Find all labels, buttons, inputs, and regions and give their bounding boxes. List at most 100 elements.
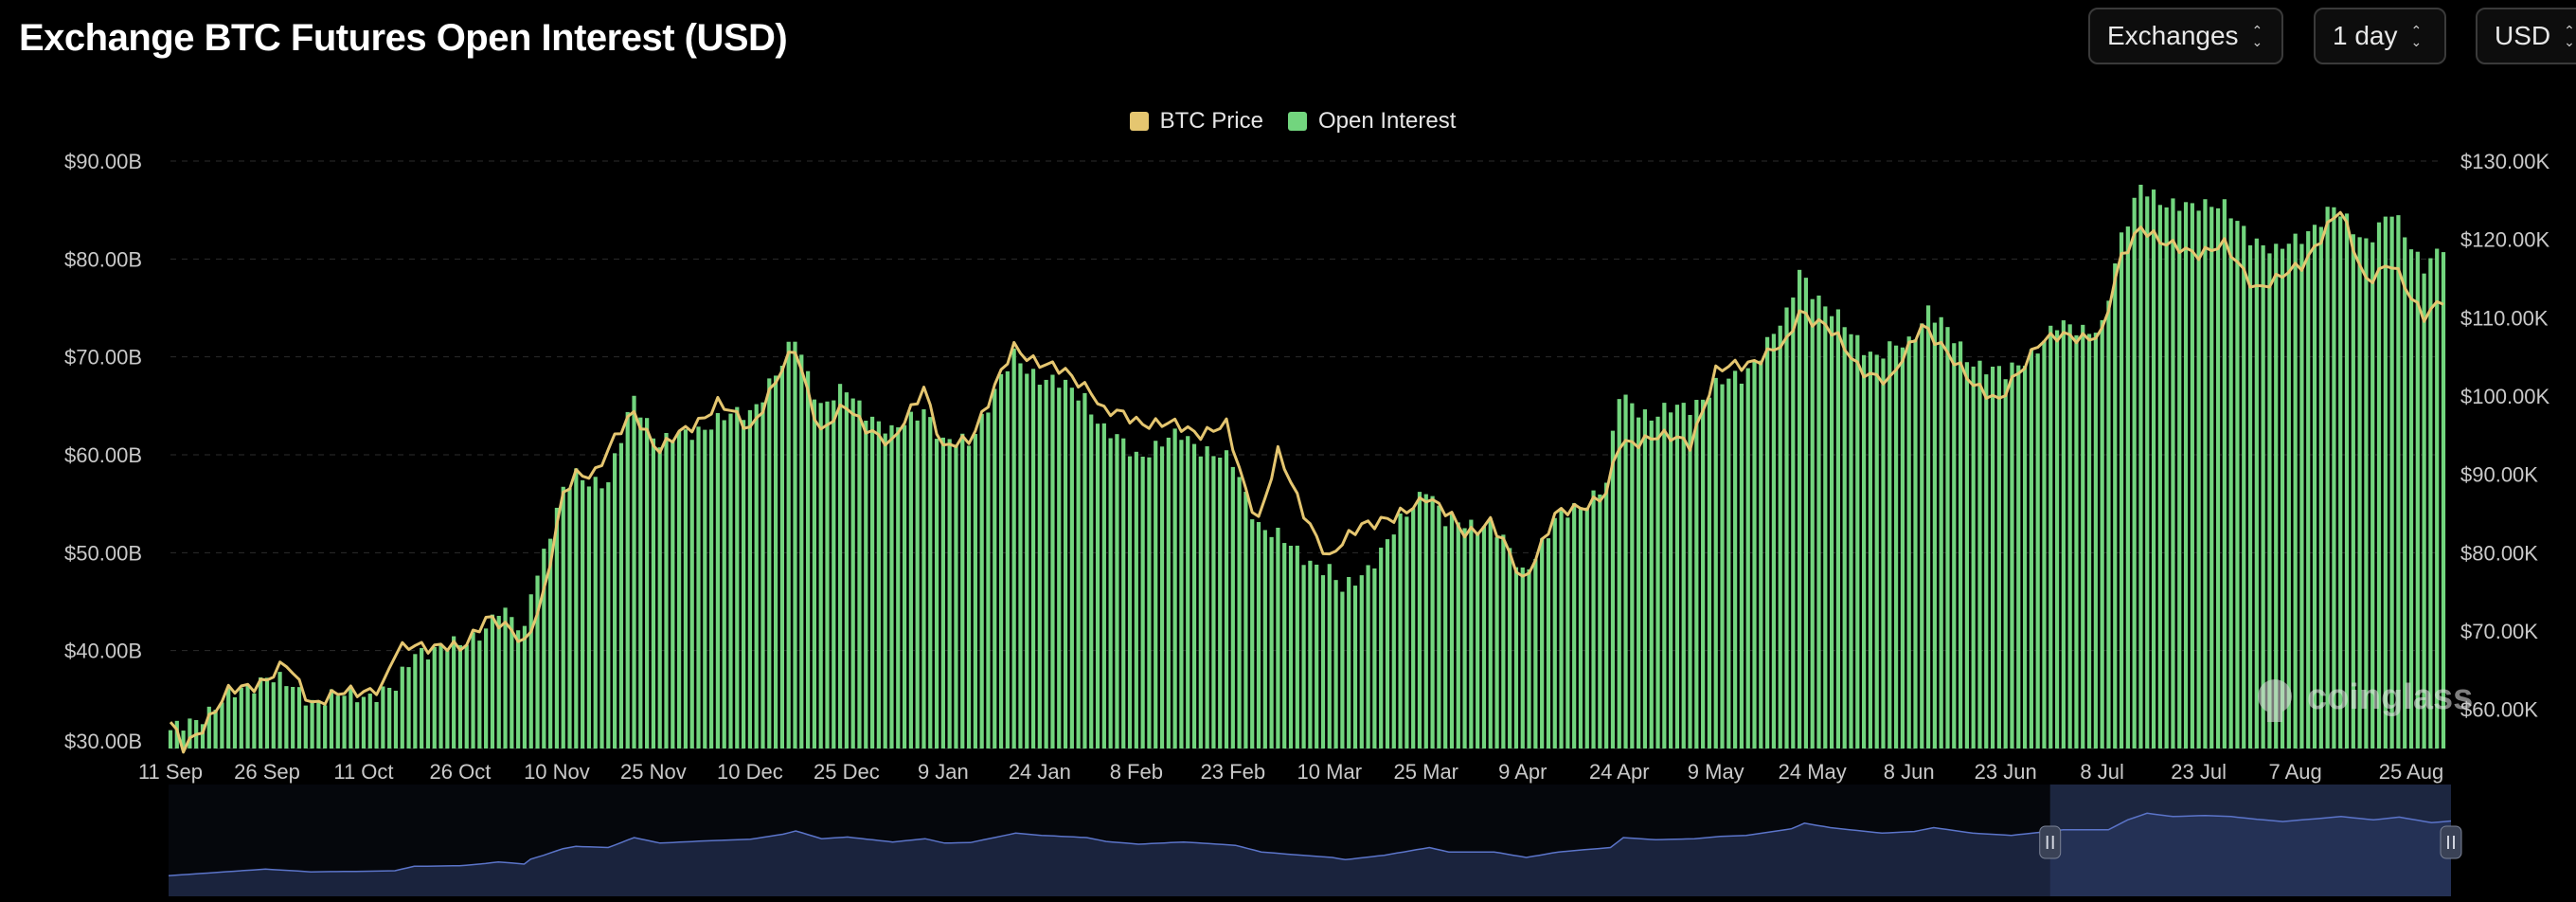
oi-bar [1030,369,1036,749]
oi-bar [1237,477,1242,749]
oi-bar [168,730,173,749]
oi-bar [1211,456,1216,749]
oi-bar [1642,409,1648,749]
oi-bar [213,710,218,749]
oi-bar [1958,341,1963,749]
oi-bar [252,693,257,749]
oi-bar [805,370,811,749]
legend-item-open-interest[interactable]: Open Interest [1287,108,1456,135]
oi-bar [2183,202,2189,749]
oi-bar [2280,248,2285,749]
oi-bar [1752,361,1757,749]
oi-bar [1842,327,1847,749]
oi-bar [1630,403,1635,749]
oi-bar [1437,505,1441,749]
oi-bar [2306,231,2311,749]
oi-bar [1315,564,1319,749]
oi-bar [2344,213,2350,749]
oi-bar [335,695,340,749]
oi-bar [2293,233,2298,749]
oi-bar [1443,526,1448,749]
oi-bar [2441,252,2446,749]
oi-bar [496,616,501,749]
oi-bar [1191,443,1197,749]
oi-bar [708,429,714,749]
oi-bar [2261,244,2265,749]
oi-bar [618,442,624,749]
oi-bar [683,429,689,749]
oi-bar [1449,514,1455,749]
oi-bar [1011,348,1016,749]
oi-bar [471,632,475,749]
watermark-text: coinglass [2307,677,2473,717]
oi-bar [393,691,399,749]
x-tick-label: 8 Jun [1884,760,1935,784]
oi-bar [825,401,830,749]
oi-bar [2267,253,2272,749]
oi-bar [1154,441,1158,749]
oi-bar [2106,300,2111,749]
exchanges-select-label: Exchanges [2107,21,2239,50]
oi-bar [1623,394,1628,749]
oi-bar [1411,508,1416,749]
oi-bar [902,424,907,749]
legend-item-btc-price[interactable]: BTC Price [1129,108,1263,135]
oi-bar [1366,565,1370,749]
oi-bar [986,412,991,749]
oi-bar [1430,496,1435,749]
oi-bar [1063,379,1068,749]
oi-bar [1398,513,1403,749]
exchanges-select[interactable]: Exchanges ⌃ ⌄ [2088,8,2283,64]
oi-bar [1810,298,1815,749]
oi-bar [1301,565,1306,749]
oi-bar [1759,360,1763,749]
oi-bar [1900,347,1905,749]
x-tick-label: 7 Aug [2268,760,2321,784]
oi-bar [1932,322,1937,749]
oi-bar [864,420,868,749]
oi-bar [277,672,282,749]
oi-bar [773,375,778,749]
oi-bar [387,687,392,749]
oi-bar [1527,568,1531,749]
oi-bar [722,420,726,749]
oi-bar [381,686,385,749]
oi-bar [567,487,572,749]
currency-select[interactable]: USD ⌃ ⌄ [2476,8,2576,64]
oi-bar [413,654,418,749]
oi-bar [1288,546,1294,749]
oi-bar [355,702,360,749]
y-left-tick-label: $90.00B [64,150,142,173]
oi-bar [1868,352,1873,749]
oi-bar [940,437,945,749]
navigator-handle[interactable] [2440,825,2462,859]
oi-bar [457,645,463,749]
oi-bar [754,404,759,749]
oi-bar [1893,345,1899,749]
oi-bar [966,445,972,749]
oi-bar [1159,446,1165,749]
oi-bar [1945,327,1950,749]
oi-bar [1874,354,1879,749]
oi-bar [1082,392,1087,749]
oi-bar [1198,456,1203,749]
oi-bar [1598,494,1602,749]
x-tick-label: 24 Jan [1009,760,1071,784]
oi-bar [1134,451,1138,749]
oi-bar [554,507,560,749]
oi-bar [1108,438,1113,749]
oi-bar [2396,215,2401,749]
oi-bar [1172,428,1177,749]
oi-bar [303,705,308,749]
oi-bar [2113,262,2118,749]
oi-bar [1089,414,1094,749]
navigator-handle[interactable] [2039,825,2062,859]
interval-select[interactable]: 1 day ⌃ ⌄ [2314,8,2446,64]
oi-bar [1803,278,1809,749]
oi-bar [535,575,540,749]
oi-bar [1262,530,1267,749]
oi-bar [1508,548,1512,749]
oi-bar [767,378,772,749]
oi-bar [2428,258,2433,749]
oi-bar [406,667,411,749]
